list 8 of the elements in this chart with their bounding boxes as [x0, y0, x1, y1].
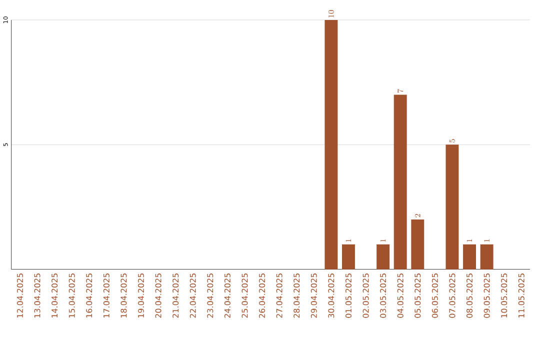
bar — [411, 219, 424, 270]
bar — [376, 244, 390, 270]
bar — [342, 244, 355, 270]
bar — [324, 20, 338, 270]
bar — [394, 94, 407, 270]
bar — [446, 144, 459, 270]
bar — [480, 244, 494, 270]
bar — [463, 244, 476, 270]
